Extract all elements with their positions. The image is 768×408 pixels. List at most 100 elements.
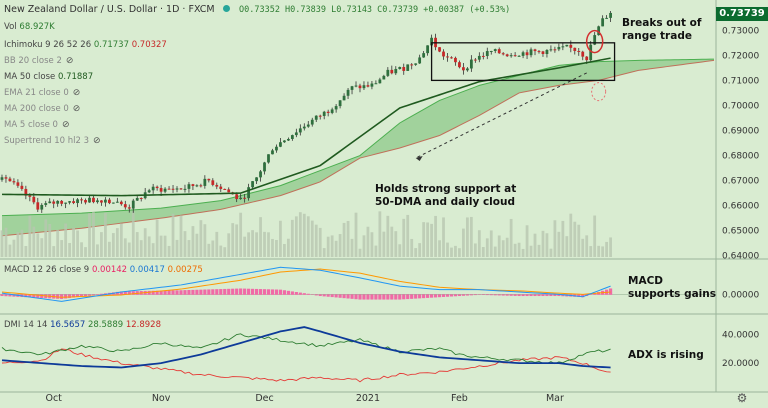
price-panel [0, 11, 715, 257]
macd-histogram-bar [36, 294, 40, 298]
legend-ma5[interactable]: MA 5 close 0 ⊘ [4, 120, 70, 130]
macd-histogram-bar [294, 292, 298, 295]
macd-histogram-bar [513, 294, 517, 296]
candle-body [151, 186, 155, 191]
candle-body [275, 146, 278, 151]
macd-histogram-bar [477, 294, 481, 295]
candle-body [115, 201, 119, 203]
price-axis-tick: 0.71000 [722, 76, 759, 86]
candle-body [406, 64, 410, 71]
candle-body [334, 106, 338, 110]
status-dot-icon [223, 5, 231, 12]
legend-ichimoku[interactable]: Ichimoku 9 26 52 26 0.71737 0.70327 [4, 40, 167, 50]
candle-body [366, 85, 370, 87]
macd-histogram-bar [557, 294, 561, 297]
legend-vol[interactable]: Vol 68.927K [4, 22, 55, 32]
candle-body [207, 178, 211, 181]
volume-bar [418, 243, 422, 257]
hidden-eye-icon[interactable]: ⊘ [61, 120, 70, 130]
macd-histogram-bar [163, 290, 167, 295]
macd-histogram-bar [75, 294, 80, 298]
volume-bar [481, 247, 485, 257]
volume-bar [454, 245, 457, 257]
macd-histogram-bar [402, 294, 406, 300]
candle-body [517, 55, 521, 57]
hidden-eye-icon[interactable]: ⊘ [72, 104, 81, 114]
legend-macd[interactable]: MACD 12 26 close 9 0.00142 0.00417 0.002… [4, 265, 203, 275]
dmi-axis-tick: 40.0000 [722, 330, 759, 340]
candle-body [462, 67, 465, 71]
volume-bar [597, 245, 601, 257]
macd-histogram-bar [374, 294, 378, 300]
volume-bar [147, 236, 151, 257]
volume-bar [561, 220, 565, 257]
macd-histogram-bar [274, 289, 279, 295]
candle-body [438, 47, 441, 52]
macd-histogram-bar [12, 294, 16, 297]
volume-bar [290, 219, 294, 257]
candle-body [609, 12, 612, 18]
legend-ema21[interactable]: EMA 21 close 0 ⊘ [4, 88, 80, 98]
volume-bar [131, 211, 135, 257]
volume-bar [275, 240, 278, 257]
volume-bar [609, 237, 612, 257]
volume-bar [84, 247, 87, 257]
candle-body [127, 207, 131, 209]
volume-bar [159, 235, 163, 257]
macd-histogram-bar [326, 294, 330, 297]
volume-bar [80, 242, 83, 257]
hidden-eye-icon[interactable]: ⊘ [65, 56, 74, 66]
hidden-eye-icon[interactable]: ⊘ [72, 88, 81, 98]
volume-bar [32, 226, 36, 257]
macd-histogram-bar [119, 291, 123, 295]
macd-line [1, 266, 611, 302]
volume-bar [72, 227, 75, 257]
legend-bb[interactable]: BB 20 close 2 ⊘ [4, 56, 73, 66]
legend-dmi[interactable]: DMI 14 14 16.5657 28.5889 12.8928 [4, 320, 161, 330]
macd-histogram-bar [115, 291, 119, 295]
legend-ichimoku-v1: 0.71737 [93, 40, 129, 50]
candle-body [211, 180, 215, 185]
macd-histogram-bar [358, 294, 362, 300]
candle-body [458, 62, 461, 68]
candle-body [187, 184, 191, 189]
dmi-axis-tick: 20.0000 [722, 359, 759, 369]
legend-vol-value: 68.927K [19, 22, 55, 32]
price-axis-tick: 0.66000 [722, 202, 759, 212]
macd-histogram-bar [298, 292, 302, 295]
legend-ma50[interactable]: MA 50 close 0.71887 [4, 72, 93, 82]
legend-ma5-label: MA 5 close 0 [4, 120, 58, 130]
legend-ma200[interactable]: MA 200 close 0 ⊘ [4, 104, 80, 114]
candle-body [601, 18, 605, 27]
volume-bar [346, 220, 350, 257]
price-axis-tick: 0.72000 [722, 51, 759, 61]
macd-histogram-bar [8, 294, 12, 297]
symbol-title[interactable]: New Zealand Dollar / U.S. Dollar · 1D · … [4, 4, 215, 15]
candle-body [469, 59, 473, 69]
legend-supertrend[interactable]: Supertrend 10 hl2 3 ⊘ [4, 136, 101, 146]
volume-bar [517, 242, 521, 257]
volume-bar [306, 216, 310, 257]
volume-bar [267, 232, 270, 257]
macd-histogram-bar [95, 294, 100, 295]
volume-bar [485, 238, 489, 257]
annotation-breakout: Breaks out of [622, 17, 702, 29]
macd-histogram-bar [441, 294, 446, 297]
volume-bar [100, 232, 103, 257]
volume-bar [521, 248, 525, 257]
candle-body [513, 55, 517, 57]
macd-histogram-bar [227, 288, 231, 295]
volume-bar [513, 243, 517, 257]
cloud-lower-edge [1, 59, 715, 237]
candle-body [219, 186, 223, 189]
macd-histogram-bar [151, 290, 155, 295]
volume-bar [179, 215, 183, 257]
macd-histogram-bar [123, 291, 127, 295]
gear-icon[interactable]: ⚙ [737, 391, 748, 405]
hidden-eye-icon[interactable]: ⊘ [93, 136, 101, 146]
volume-bar [111, 233, 115, 257]
candle-body [350, 86, 354, 90]
volume-bar [24, 246, 28, 257]
volume-bar [151, 243, 155, 257]
volume-bar [382, 231, 386, 257]
